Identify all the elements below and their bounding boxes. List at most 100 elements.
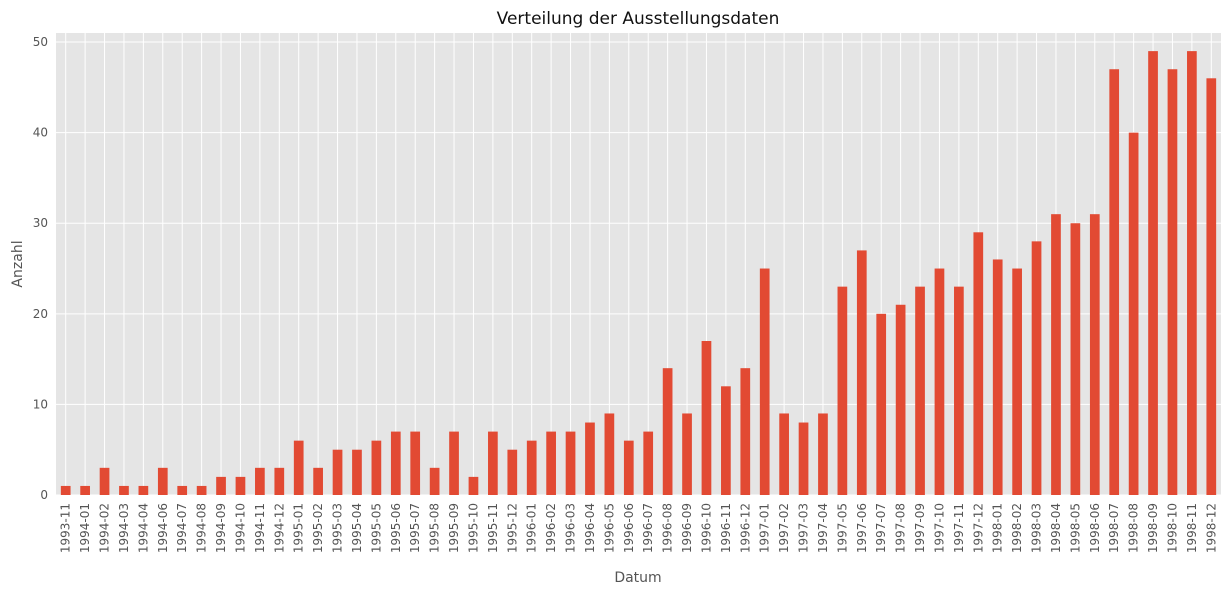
x-tick-label: 1995-10: [466, 503, 480, 553]
bar: [255, 467, 265, 495]
bar: [1070, 223, 1081, 495]
x-tick-label: 1995-09: [447, 503, 461, 553]
bar: [526, 440, 537, 495]
x-tick-label: 1997-10: [932, 503, 946, 553]
bar: [1089, 214, 1100, 496]
bar: [701, 341, 712, 495]
bar: [1206, 78, 1217, 495]
bar: [157, 467, 168, 495]
bar: [876, 313, 887, 495]
bar: [449, 431, 459, 495]
x-tick-label: 1997-04: [816, 503, 830, 553]
x-tick-label: 1998-10: [1165, 503, 1179, 553]
x-tick-label: 1998-05: [1068, 503, 1082, 553]
x-tick-label: 1994-11: [253, 503, 267, 553]
x-tick-label: 1996-08: [661, 503, 675, 553]
bar: [60, 485, 71, 495]
x-tick-label: 1996-03: [564, 503, 578, 553]
x-tick-label: 1996-05: [602, 503, 616, 553]
bar: [798, 422, 809, 495]
bar: [818, 413, 828, 495]
bar: [954, 286, 964, 495]
bar: [934, 268, 945, 495]
x-tick-label: 1996-12: [738, 503, 752, 553]
bar: [313, 467, 323, 495]
bar: [973, 232, 984, 495]
x-tick-label: 1997-06: [855, 503, 869, 553]
bar: [682, 413, 692, 495]
x-tick-labels: 1993-11 1994-01 1994-02 1994-03 1994-04 1994-…: [59, 503, 1219, 553]
x-axis-label: Datum: [614, 570, 661, 586]
x-tick-label: 1996-04: [583, 503, 597, 553]
x-tick-label: 1995-05: [369, 503, 383, 553]
x-tick-label: 1996-10: [699, 503, 713, 553]
bar: [274, 467, 285, 495]
bar: [740, 368, 751, 495]
x-tick-label: 1997-01: [758, 503, 772, 553]
x-tick-label: 1994-06: [156, 503, 170, 553]
bar: [915, 286, 925, 495]
bar: [546, 431, 556, 495]
x-tick-label: 1994-02: [98, 503, 112, 553]
bar: [604, 413, 615, 495]
x-tick-label: 1996-06: [622, 503, 636, 553]
y-tick-label: 10: [33, 397, 48, 411]
y-tick-label: 50: [33, 35, 48, 49]
bar: [507, 449, 518, 495]
y-tick-label: 20: [33, 307, 48, 321]
bar: [759, 268, 770, 495]
bar: [895, 304, 906, 495]
bar: [992, 259, 1003, 495]
bar: [410, 431, 421, 495]
bar: [1148, 51, 1158, 495]
bar: [1109, 69, 1120, 495]
x-tick-label: 1997-02: [777, 503, 791, 553]
bar: [293, 440, 304, 495]
x-tick-label: 1994-08: [195, 503, 209, 553]
x-tick-label: 1995-12: [505, 503, 519, 553]
bar: [585, 422, 595, 495]
x-tick-label: 1998-09: [1146, 503, 1160, 553]
x-tick-label: 1997-09: [913, 503, 927, 553]
x-tick-label: 1994-07: [175, 503, 189, 553]
bar: [488, 431, 498, 495]
y-tick-label: 0: [40, 488, 48, 502]
x-tick-label: 1997-12: [971, 503, 985, 553]
y-tick-labels: 0 10 20 30 40 50: [33, 35, 48, 502]
x-tick-label: 1998-07: [1107, 503, 1121, 553]
bar: [80, 485, 90, 495]
bar: [837, 286, 848, 495]
x-tick-label: 1994-03: [117, 503, 131, 553]
x-tick-label: 1996-07: [641, 503, 655, 553]
bar: [196, 485, 207, 495]
bars: [60, 51, 1217, 496]
bar: [235, 476, 246, 495]
bar: [1187, 51, 1197, 495]
x-tick-label: 1997-08: [894, 503, 908, 553]
bar: [662, 368, 673, 495]
x-tick-label: 1994-01: [78, 503, 92, 553]
x-tick-label: 1996-09: [680, 503, 694, 553]
bar: [177, 485, 188, 495]
x-tick-label: 1995-02: [311, 503, 325, 553]
x-tick-label: 1995-04: [350, 503, 364, 553]
bar: [429, 467, 440, 495]
x-tick-label: 1994-12: [272, 503, 286, 553]
bar: [371, 440, 382, 495]
bar: [565, 431, 576, 495]
x-tick-label: 1998-04: [1049, 503, 1063, 553]
bar: [119, 485, 129, 495]
x-tick-label: 1997-05: [835, 503, 849, 553]
bar: [1012, 268, 1022, 495]
bar: [468, 476, 479, 495]
x-tick-label: 1997-07: [874, 503, 888, 553]
x-tick-label: 1998-11: [1185, 503, 1199, 553]
bar: [856, 250, 867, 495]
x-tick-label: 1998-03: [1030, 503, 1044, 553]
x-tick-label: 1996-02: [544, 503, 558, 553]
bar: [99, 467, 110, 495]
plot-background: [56, 33, 1221, 495]
x-tick-label: 1997-11: [952, 503, 966, 553]
